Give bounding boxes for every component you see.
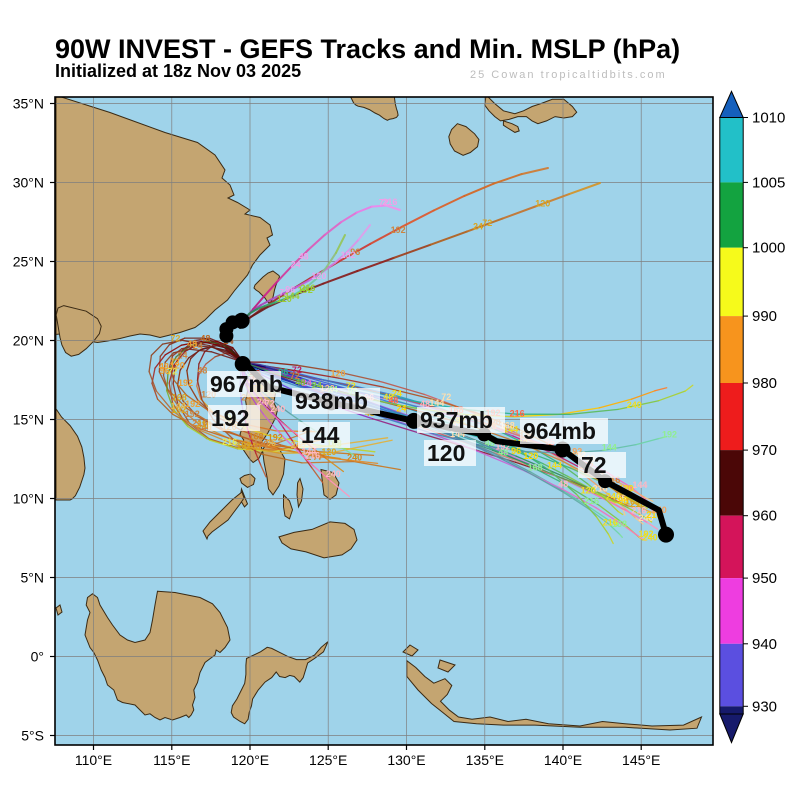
svg-text:72: 72 — [170, 333, 180, 343]
svg-text:240: 240 — [643, 532, 658, 542]
svg-text:35°N: 35°N — [13, 96, 44, 112]
svg-text:20°N: 20°N — [13, 333, 44, 349]
svg-text:120: 120 — [581, 485, 596, 495]
svg-text:0°: 0° — [31, 649, 44, 665]
svg-text:970: 970 — [752, 442, 777, 459]
svg-text:964mb: 964mb — [523, 418, 596, 444]
svg-text:48: 48 — [200, 334, 210, 344]
svg-text:30°N: 30°N — [13, 175, 44, 191]
svg-text:135°E: 135°E — [466, 752, 504, 768]
svg-text:937mb: 937mb — [420, 407, 493, 433]
svg-text:120: 120 — [427, 440, 465, 466]
svg-text:240: 240 — [347, 453, 362, 463]
svg-text:192: 192 — [391, 225, 406, 235]
svg-text:72: 72 — [581, 452, 607, 478]
svg-text:216: 216 — [300, 283, 315, 293]
svg-text:240: 240 — [627, 400, 642, 410]
svg-text:216: 216 — [382, 197, 397, 207]
svg-text:240: 240 — [326, 469, 341, 479]
svg-text:145°E: 145°E — [622, 752, 660, 768]
svg-text:120: 120 — [523, 451, 538, 461]
svg-text:5°N: 5°N — [21, 570, 45, 586]
svg-text:96: 96 — [618, 495, 628, 505]
svg-text:115°E: 115°E — [153, 752, 190, 768]
svg-text:980: 980 — [752, 375, 777, 392]
svg-text:144: 144 — [632, 480, 647, 490]
svg-text:960: 960 — [752, 508, 777, 525]
svg-text:940: 940 — [752, 636, 777, 653]
svg-text:990: 990 — [752, 308, 777, 325]
svg-text:120: 120 — [170, 360, 185, 370]
svg-text:120: 120 — [311, 271, 326, 281]
svg-text:950: 950 — [752, 570, 777, 587]
svg-text:1010: 1010 — [752, 110, 785, 127]
svg-text:144: 144 — [547, 461, 562, 471]
svg-text:25°N: 25°N — [13, 254, 44, 270]
svg-text:48: 48 — [299, 251, 309, 261]
svg-text:125°E: 125°E — [309, 752, 347, 768]
svg-text:48: 48 — [558, 479, 568, 489]
svg-text:1000: 1000 — [752, 240, 785, 257]
svg-text:130°E: 130°E — [387, 752, 425, 768]
svg-text:216: 216 — [222, 437, 237, 447]
svg-text:144: 144 — [301, 422, 340, 448]
svg-text:120°E: 120°E — [231, 752, 269, 768]
svg-text:930: 930 — [752, 698, 777, 715]
svg-text:144: 144 — [171, 401, 186, 411]
svg-text:967mb: 967mb — [210, 371, 283, 397]
svg-text:120: 120 — [331, 369, 346, 379]
svg-text:192: 192 — [211, 405, 249, 431]
svg-text:938mb: 938mb — [295, 388, 368, 414]
svg-text:5°S: 5°S — [21, 728, 44, 744]
svg-text:216: 216 — [603, 518, 618, 528]
svg-text:216: 216 — [305, 450, 320, 460]
svg-text:120: 120 — [254, 439, 269, 449]
svg-text:72: 72 — [290, 371, 300, 381]
svg-text:24: 24 — [392, 389, 402, 399]
svg-text:120: 120 — [321, 447, 336, 457]
svg-text:72: 72 — [482, 218, 492, 228]
svg-text:110°E: 110°E — [75, 752, 112, 768]
svg-text:192: 192 — [185, 399, 200, 409]
svg-text:1005: 1005 — [752, 174, 785, 191]
svg-text:192: 192 — [341, 250, 356, 260]
svg-text:48: 48 — [197, 366, 207, 376]
svg-text:140°E: 140°E — [544, 752, 582, 768]
svg-text:240: 240 — [270, 404, 285, 414]
svg-text:216: 216 — [584, 496, 599, 506]
svg-text:192: 192 — [662, 430, 677, 440]
svg-text:15°N: 15°N — [13, 412, 44, 428]
svg-text:168: 168 — [528, 462, 543, 472]
svg-text:216: 216 — [631, 505, 646, 515]
svg-text:192: 192 — [178, 378, 193, 388]
svg-text:120: 120 — [535, 199, 550, 209]
svg-text:48: 48 — [187, 339, 197, 349]
svg-text:10°N: 10°N — [13, 491, 44, 507]
